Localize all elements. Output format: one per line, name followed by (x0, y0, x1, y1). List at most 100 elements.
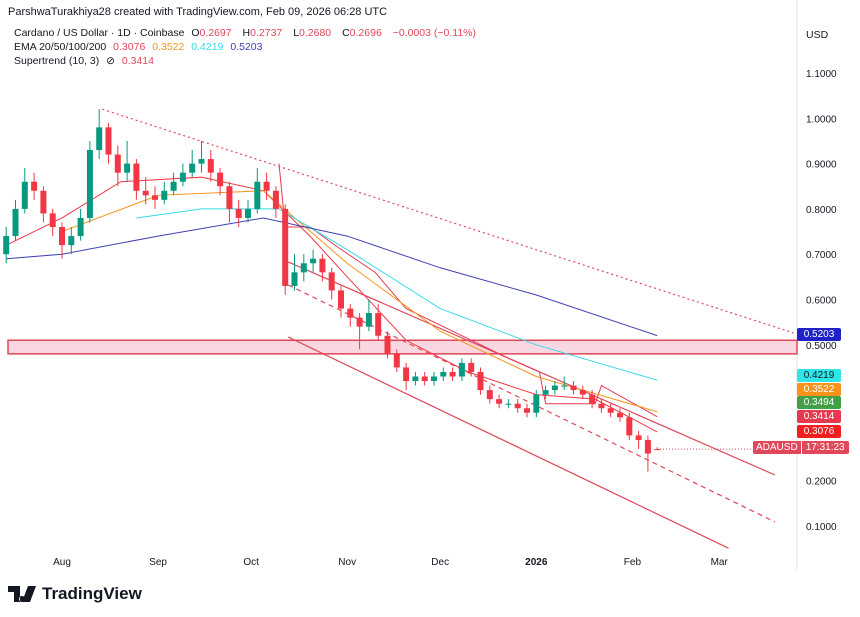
supertrend-up-price-label: 0.3494 (797, 396, 841, 409)
ema-label: EMA 20/50/100/200 (14, 41, 107, 53)
candle-body (40, 190, 47, 214)
candle-body (133, 163, 140, 191)
candle-body (542, 390, 549, 395)
candle-body (375, 313, 382, 336)
candle-body (207, 159, 214, 173)
candle-body (579, 390, 586, 395)
candle-body (96, 127, 103, 151)
y-tick-label: 0.1000 (806, 522, 837, 533)
candle-body (412, 376, 419, 382)
candle-body (3, 236, 10, 255)
candle-body (12, 208, 19, 237)
x-tick-label: Sep (149, 557, 167, 568)
y-tick-label: 0.7000 (806, 250, 837, 261)
candle-body (524, 408, 530, 413)
candle-body (347, 308, 354, 318)
candle-body (142, 190, 149, 196)
supertrend-value: 0.3414 (121, 55, 154, 67)
candle-body (598, 403, 605, 409)
candle-body (49, 213, 56, 228)
symbol-legend: Cardano / US Dollar · 1D · Coinbase O0.2… (14, 27, 480, 39)
candle-body (403, 367, 410, 382)
candle-body (384, 335, 391, 354)
y-tick-label: 1.0000 (806, 114, 837, 125)
y-tick-label: 1.1000 (806, 69, 837, 80)
candle-body (458, 362, 465, 377)
eye-off-icon[interactable]: ⊘ (106, 55, 115, 67)
candle-body (152, 195, 158, 200)
candle-body (124, 163, 131, 173)
candle-body (338, 290, 344, 309)
candle-body (440, 371, 447, 377)
trendline-dotted (102, 108, 794, 334)
support-zone (7, 339, 798, 355)
y-tick-label: 0.2000 (806, 477, 837, 488)
x-tick-label: Oct (243, 557, 259, 568)
candle-body (245, 208, 251, 218)
candle-body (570, 385, 577, 391)
candle-body (644, 439, 651, 454)
y-tick-label: 0.8000 (806, 205, 837, 216)
candle-body (59, 227, 65, 246)
candle-body (217, 172, 224, 187)
ema200-price-label: 0.5203 (797, 328, 841, 341)
candle-body (626, 417, 633, 436)
candle-body (189, 163, 196, 173)
candle-body (21, 181, 28, 209)
symbol-title[interactable]: Cardano / US Dollar · 1D · Coinbase (14, 27, 185, 39)
ema-line (61, 190, 658, 413)
candle-body (514, 403, 521, 409)
ema50-price-label: 0.3522 (797, 383, 841, 396)
ohlc-low: L0.2680 (293, 27, 332, 39)
supertrend-legend[interactable]: Supertrend (10, 3) ⊘ 0.3414 (14, 55, 158, 67)
ohlc-high: H0.2737 (242, 27, 283, 39)
candle-body (328, 272, 335, 291)
candle-body (477, 371, 484, 391)
candle-body (226, 186, 233, 209)
candle-body (393, 353, 400, 368)
logo-text: TradingView (42, 584, 142, 603)
y-tick-label: 0.6000 (806, 296, 837, 307)
candle-body (263, 181, 270, 191)
candle-body (291, 272, 298, 286)
x-tick-label: Nov (338, 557, 356, 568)
candle-body (161, 190, 168, 200)
tradingview-logo[interactable]: TradingView (8, 584, 142, 604)
candle-body (179, 172, 186, 182)
ema-line (136, 208, 658, 381)
ema100-price-label: 0.4219 (797, 369, 841, 382)
candle-body (310, 258, 317, 264)
price-change: −0.0003 (−0.11%) (392, 27, 477, 39)
x-tick-label: Mar (711, 557, 729, 568)
author-credit: ParshwaTurakhiya28 created with TradingV… (8, 6, 388, 18)
ema-legend[interactable]: EMA 20/50/100/200 0.3076 0.3522 0.4219 0… (14, 41, 266, 53)
candle-body (533, 394, 540, 413)
candle-body (86, 150, 93, 218)
candle-body (607, 408, 614, 413)
candle-body (356, 317, 363, 327)
candle-body (300, 263, 307, 273)
ema100-value: 0.4219 (191, 41, 224, 53)
y-tick-label: 0.5000 (806, 341, 837, 352)
supertrend-line (278, 163, 658, 418)
ema20-value: 0.3076 (113, 41, 146, 53)
candle-body (449, 371, 456, 377)
candle-body (114, 154, 121, 173)
candle-body (198, 159, 205, 164)
symbol-ticker: ADAUSD (753, 441, 802, 454)
candle-body (77, 217, 84, 237)
x-tick-label: Feb (624, 557, 642, 568)
candle-body (282, 208, 289, 286)
y-tick-label: 0.9000 (806, 160, 837, 171)
candle-body (505, 403, 512, 405)
candle-body (254, 181, 261, 209)
candle-body (561, 385, 568, 387)
candle-body (496, 399, 503, 404)
candle-body (319, 258, 326, 273)
last-price-label: ADAUSD 17:31:23 (753, 441, 849, 454)
ema200-value: 0.5203 (230, 41, 263, 53)
ema50-value: 0.3522 (152, 41, 185, 53)
x-tick-label: Dec (431, 557, 449, 568)
ema-line (6, 217, 658, 337)
